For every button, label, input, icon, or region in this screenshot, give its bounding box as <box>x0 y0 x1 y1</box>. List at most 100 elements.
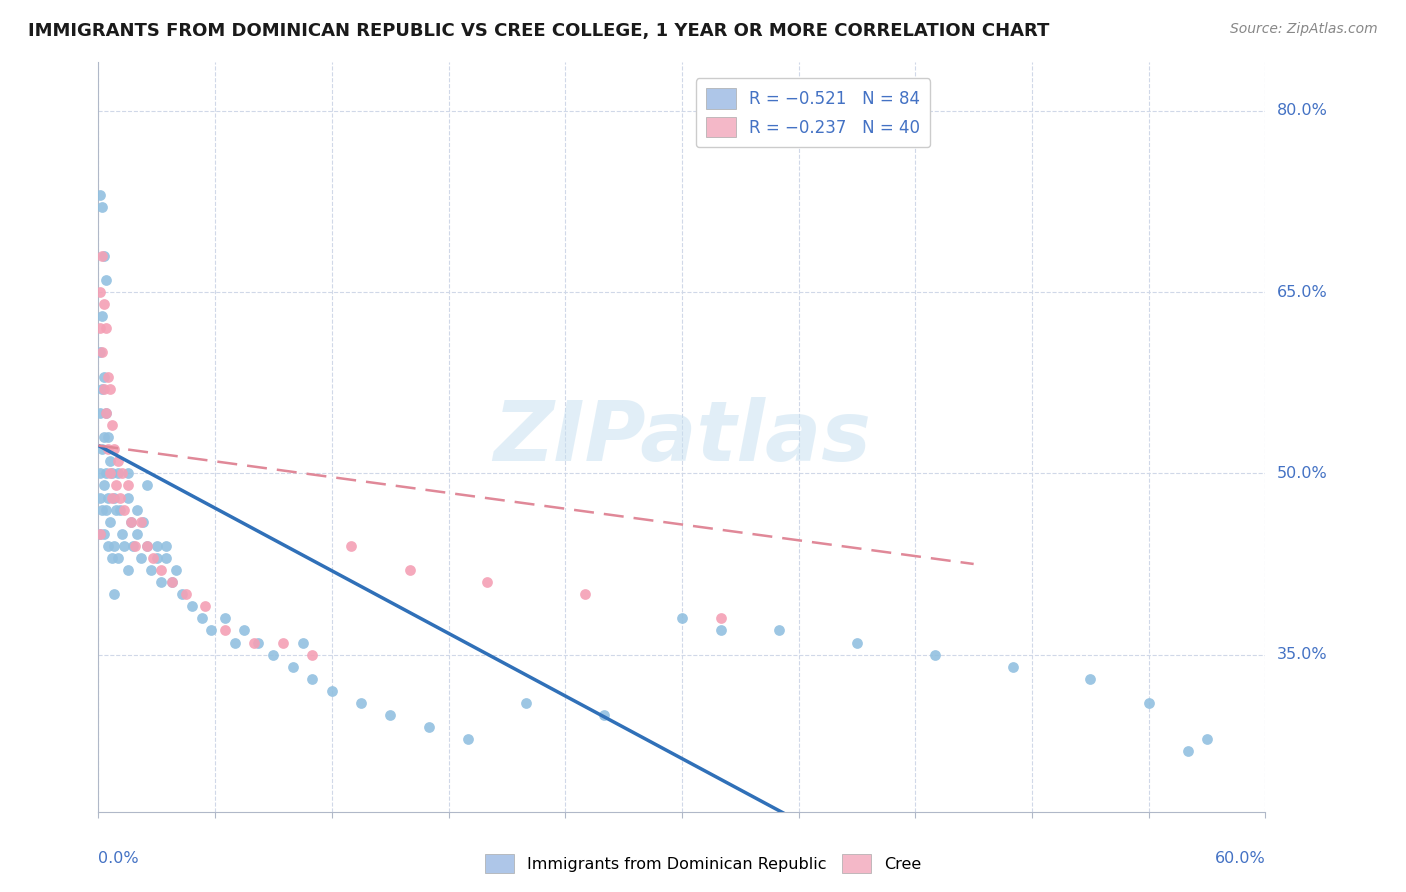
Point <box>146 539 169 553</box>
Point <box>89 491 111 505</box>
Point <box>162 575 184 590</box>
Point <box>246 635 269 649</box>
Point <box>107 454 129 468</box>
Point <box>321 684 343 698</box>
Point <box>457 732 479 747</box>
Text: 80.0%: 80.0% <box>1277 103 1327 119</box>
Point <box>121 515 143 529</box>
Point <box>103 491 125 505</box>
Point <box>117 467 139 481</box>
Legend: Immigrants from Dominican Republic, Cree: Immigrants from Dominican Republic, Cree <box>478 847 928 880</box>
Text: 0.0%: 0.0% <box>98 851 139 865</box>
Point <box>89 321 111 335</box>
Point <box>96 467 118 481</box>
Text: 35.0%: 35.0% <box>1277 647 1327 662</box>
Point <box>103 539 125 553</box>
Point <box>103 587 125 601</box>
Point <box>846 635 869 649</box>
Point <box>291 635 314 649</box>
Point <box>574 587 596 601</box>
Point <box>200 624 222 638</box>
Point <box>108 502 131 516</box>
Point <box>127 526 149 541</box>
Point <box>124 539 146 553</box>
Point <box>103 442 125 457</box>
Point <box>96 321 118 335</box>
Point <box>96 406 118 420</box>
Point <box>101 491 124 505</box>
Point <box>243 635 266 649</box>
Point <box>97 491 120 505</box>
Point <box>1137 696 1160 710</box>
Point <box>91 502 114 516</box>
Point <box>136 539 159 553</box>
Point <box>398 563 420 577</box>
Point <box>93 478 115 492</box>
Point <box>271 635 294 649</box>
Point <box>127 502 149 516</box>
Point <box>214 624 236 638</box>
Point <box>97 539 120 553</box>
Point <box>170 587 193 601</box>
Point <box>122 539 145 553</box>
Point <box>93 430 115 444</box>
Point <box>101 550 124 565</box>
Point <box>98 467 121 481</box>
Point <box>190 611 212 625</box>
Point <box>1001 659 1024 673</box>
Text: 60.0%: 60.0% <box>1215 851 1265 865</box>
Point <box>93 382 115 396</box>
Point <box>129 550 152 565</box>
Point <box>93 297 115 311</box>
Point <box>107 550 129 565</box>
Point <box>107 467 129 481</box>
Point <box>111 467 134 481</box>
Point <box>112 502 135 516</box>
Point <box>121 515 143 529</box>
Point <box>194 599 217 614</box>
Point <box>98 515 121 529</box>
Point <box>117 491 139 505</box>
Point <box>136 539 159 553</box>
Point <box>129 515 152 529</box>
Point <box>96 406 118 420</box>
Point <box>97 369 120 384</box>
Point <box>89 406 111 420</box>
Point <box>710 624 733 638</box>
Text: 65.0%: 65.0% <box>1277 285 1327 300</box>
Point <box>117 563 139 577</box>
Point <box>262 648 284 662</box>
Point <box>233 624 256 638</box>
Point <box>1195 732 1218 747</box>
Point <box>89 467 111 481</box>
Point <box>155 550 177 565</box>
Point <box>214 611 236 625</box>
Point <box>89 188 111 202</box>
Point <box>93 369 115 384</box>
Point <box>477 575 499 590</box>
Point <box>593 708 616 723</box>
Point <box>301 648 323 662</box>
Point <box>93 249 115 263</box>
Point <box>162 575 184 590</box>
Point <box>281 659 304 673</box>
Point <box>180 599 202 614</box>
Point <box>117 478 139 492</box>
Point <box>104 502 127 516</box>
Point <box>142 550 165 565</box>
Point <box>91 249 114 263</box>
Point <box>89 345 111 359</box>
Text: ZIPatlas: ZIPatlas <box>494 397 870 477</box>
Point <box>104 478 127 492</box>
Legend: R = −0.521   N = 84, R = −0.237   N = 40: R = −0.521 N = 84, R = −0.237 N = 40 <box>696 78 931 147</box>
Point <box>91 345 114 359</box>
Point <box>671 611 693 625</box>
Point <box>139 563 162 577</box>
Point <box>418 720 440 734</box>
Point <box>112 539 135 553</box>
Point <box>924 648 946 662</box>
Point <box>98 382 121 396</box>
Text: 50.0%: 50.0% <box>1277 466 1327 481</box>
Point <box>91 201 114 215</box>
Point <box>111 526 134 541</box>
